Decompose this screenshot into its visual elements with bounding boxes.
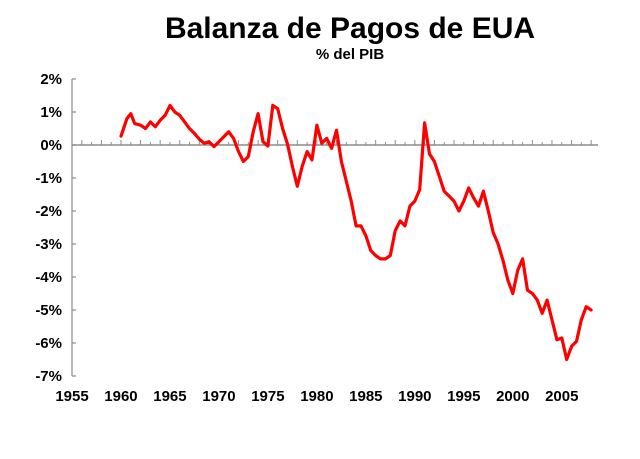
y-tick-label: -2% (35, 203, 62, 220)
x-tick-label: 1980 (300, 388, 333, 405)
y-tick-label: 2% (40, 71, 62, 88)
y-tick-label: -6% (35, 335, 62, 352)
x-tick-label: 2000 (496, 388, 529, 405)
chart-title: Balanza de Pagos de EUA (164, 12, 536, 45)
x-tick-label: 1985 (349, 388, 382, 405)
chart-subtitle: % del PIB (315, 46, 385, 63)
y-tick-label: -7% (35, 368, 62, 385)
x-axis-labels: 1955 1960 1965 1970 1975 1980 1985 1990 1995 2000… (55, 388, 578, 405)
x-tick-label: 1955 (55, 388, 88, 405)
y-axis: 2% 1% 0% -1% -2% -3% -4% -5% -6% -7% (35, 71, 76, 385)
x-tick-label: 1970 (202, 388, 235, 405)
y-tick-label: -4% (35, 269, 62, 286)
x-tick-label: 1975 (251, 388, 284, 405)
x-tick-label: 1960 (104, 388, 137, 405)
y-tick-label: -5% (35, 302, 62, 319)
x-tick-label: 1995 (447, 388, 480, 405)
x-tick-label: 2005 (545, 388, 578, 405)
x-tick-label: 1965 (153, 388, 186, 405)
series-line (119, 103, 593, 362)
y-tick-label: 1% (40, 104, 62, 121)
x-tick-label: 1990 (398, 388, 431, 405)
y-tick-label: -1% (35, 170, 62, 187)
y-tick-label: 0% (40, 137, 62, 154)
y-tick-label: -3% (35, 236, 62, 253)
